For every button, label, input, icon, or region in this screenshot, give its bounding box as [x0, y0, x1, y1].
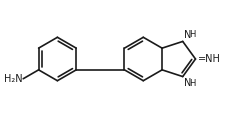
Text: H: H [189, 79, 195, 88]
Text: N: N [184, 30, 191, 40]
Text: H: H [189, 30, 195, 39]
Text: N: N [184, 78, 191, 88]
Text: H₂N: H₂N [4, 74, 22, 84]
Text: =NH: =NH [199, 54, 221, 64]
